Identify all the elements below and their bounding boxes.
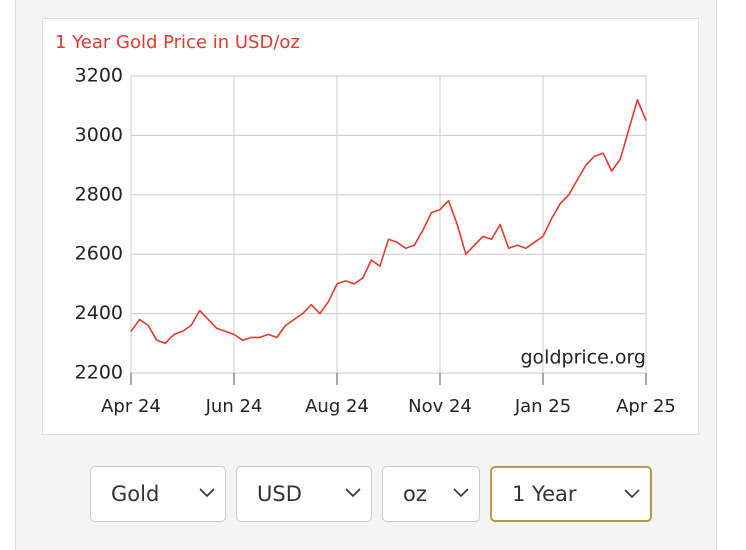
x-tick-label: Aug 24 [305,396,369,417]
chart-title: 1 Year Gold Price in USD/oz [55,32,300,53]
chevron [453,488,469,498]
select-label: oz [403,482,427,506]
plot-frame [130,75,647,374]
y-tick-label: 2400 [75,302,123,324]
chevron [199,488,215,498]
y-tick-label: 2800 [75,183,123,205]
unit-select[interactable]: oz [382,466,480,522]
y-tick-label: 3200 [75,65,123,87]
period-select[interactable]: 1 Year [490,466,652,522]
metal-select[interactable]: Gold [90,466,226,522]
chart: 1 Year Gold Price in USD/oz goldprice.or… [42,18,699,435]
x-tick-label: Jan 25 [514,396,571,417]
x-tick-label: Apr 25 [616,396,676,417]
x-tick-label: Apr 24 [101,396,161,417]
watermark: goldprice.org [520,347,646,369]
x-tick-label: Nov 24 [408,396,472,417]
currency-select[interactable]: USD [236,466,372,522]
y-tick-label: 2200 [75,362,123,384]
chevron [345,488,361,498]
y-tick-label: 2600 [75,243,123,265]
x-tick-label: Jun 24 [205,396,263,417]
y-tick-label: 3000 [75,124,123,146]
price-line [130,99,647,345]
select-label: 1 Year [512,482,577,506]
select-label: Gold [111,482,160,506]
chevron [624,489,640,499]
select-label: USD [257,482,302,506]
